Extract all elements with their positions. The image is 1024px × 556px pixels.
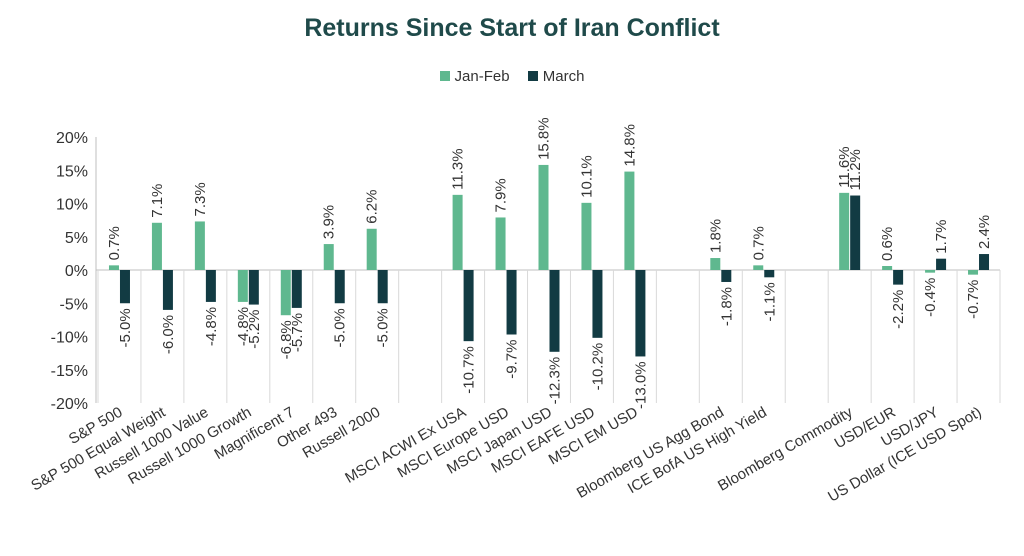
data-label-march: 11.2% [847, 149, 864, 190]
data-label-march: -5.7% [289, 313, 306, 352]
data-label-march: 2.4% [976, 215, 993, 249]
bar-march [764, 270, 775, 278]
data-label-jan-feb: 11.3% [450, 148, 467, 189]
data-label-jan-feb: -0.7% [965, 280, 982, 319]
bar-march [463, 270, 474, 342]
bar-march [979, 254, 990, 270]
data-label-march: -1.8% [718, 287, 735, 326]
y-tick-label: 5% [65, 230, 88, 247]
data-label-jan-feb: -0.4% [922, 278, 939, 317]
bar-march [506, 270, 517, 335]
data-label-jan-feb: 14.8% [621, 124, 638, 167]
bar-jan-feb [538, 164, 549, 270]
data-label-jan-feb: 7.9% [493, 178, 510, 212]
bar-jan-feb [968, 270, 979, 275]
bar-jan-feb [366, 228, 377, 270]
bar-march [291, 270, 302, 308]
data-label-jan-feb: 0.7% [750, 226, 767, 260]
bar-march [205, 270, 216, 302]
data-label-jan-feb: 1.8% [707, 219, 724, 253]
bar-jan-feb [237, 270, 248, 302]
data-label-jan-feb: 11.6% [836, 146, 853, 187]
bar-jan-feb [624, 171, 635, 270]
legend-swatch-march [527, 71, 538, 81]
data-label-march: -10.2% [589, 343, 606, 391]
bar-march [334, 270, 345, 304]
legend-item-march: March [527, 68, 585, 85]
bar-jan-feb [280, 270, 291, 316]
bar-jan-feb [753, 265, 764, 270]
legend-label-jan-feb: Jan-Feb [454, 68, 510, 85]
bar-jan-feb [710, 258, 721, 270]
y-tick-label: -20% [51, 396, 88, 413]
y-tick-label: -10% [51, 330, 88, 347]
bar-march [635, 270, 646, 357]
y-tick-label: 0% [65, 263, 88, 280]
legend-swatch-jan-feb [439, 71, 450, 81]
bar-jan-feb [323, 244, 334, 270]
data-label-jan-feb: 0.6% [879, 227, 896, 261]
y-tick-label: 10% [56, 197, 88, 214]
data-label-march: 1.7% [933, 219, 950, 253]
bar-march [850, 195, 861, 270]
data-label-march: -1.1% [761, 282, 778, 321]
data-label-march: -10.7% [461, 346, 478, 394]
y-tick-label: 15% [56, 163, 88, 180]
y-tick-label: -15% [51, 363, 88, 380]
bar-jan-feb [882, 266, 893, 270]
y-tick-label: -5% [60, 296, 88, 313]
data-label-jan-feb: 7.1% [149, 184, 166, 218]
y-tick-label: 20% [56, 130, 88, 147]
bar-march [721, 270, 732, 282]
data-label-march: -5.0% [117, 308, 134, 347]
chart-title: Returns Since Start of Iran Conflict [304, 14, 720, 42]
data-label-jan-feb: -6.8% [278, 320, 295, 359]
data-label-march: -13.0% [632, 361, 649, 409]
data-label-jan-feb: 0.7% [106, 226, 123, 260]
data-label-march: -6.0% [160, 315, 177, 354]
bar-jan-feb [151, 222, 162, 270]
bar-march [936, 258, 947, 270]
bar-jan-feb [108, 265, 119, 270]
bar-march [893, 270, 904, 285]
bar-jan-feb [495, 217, 506, 270]
legend-label-march: March [542, 68, 585, 85]
bar-jan-feb [925, 270, 936, 273]
bar-march [162, 270, 173, 310]
bar-march [592, 270, 603, 338]
data-label-jan-feb: 3.9% [321, 205, 338, 239]
data-label-jan-feb: 15.8% [536, 117, 553, 160]
bar-jan-feb [581, 202, 592, 270]
data-label-jan-feb: 6.2% [364, 190, 381, 224]
bar-march [549, 270, 560, 352]
bar-jan-feb [194, 221, 205, 270]
data-label-march: -9.7% [504, 340, 521, 379]
bar-jan-feb [839, 192, 850, 270]
bar-march [377, 270, 388, 304]
data-label-jan-feb: 7.3% [192, 182, 209, 216]
bar-march [248, 270, 259, 305]
data-label-march: -5.0% [375, 308, 392, 347]
data-label-march: -12.3% [547, 357, 564, 405]
bar-jan-feb [452, 194, 463, 270]
data-label-march: -2.2% [890, 290, 907, 329]
data-label-jan-feb: 10.1% [578, 155, 595, 198]
data-label-jan-feb: -4.8% [235, 307, 252, 346]
legend: Jan-Feb March [0, 68, 1024, 85]
legend-item-jan-feb: Jan-Feb [439, 68, 510, 85]
data-label-march: -5.0% [332, 308, 349, 347]
bar-march [119, 270, 130, 304]
data-label-march: -5.2% [246, 310, 263, 349]
data-label-march: -4.8% [203, 307, 220, 346]
